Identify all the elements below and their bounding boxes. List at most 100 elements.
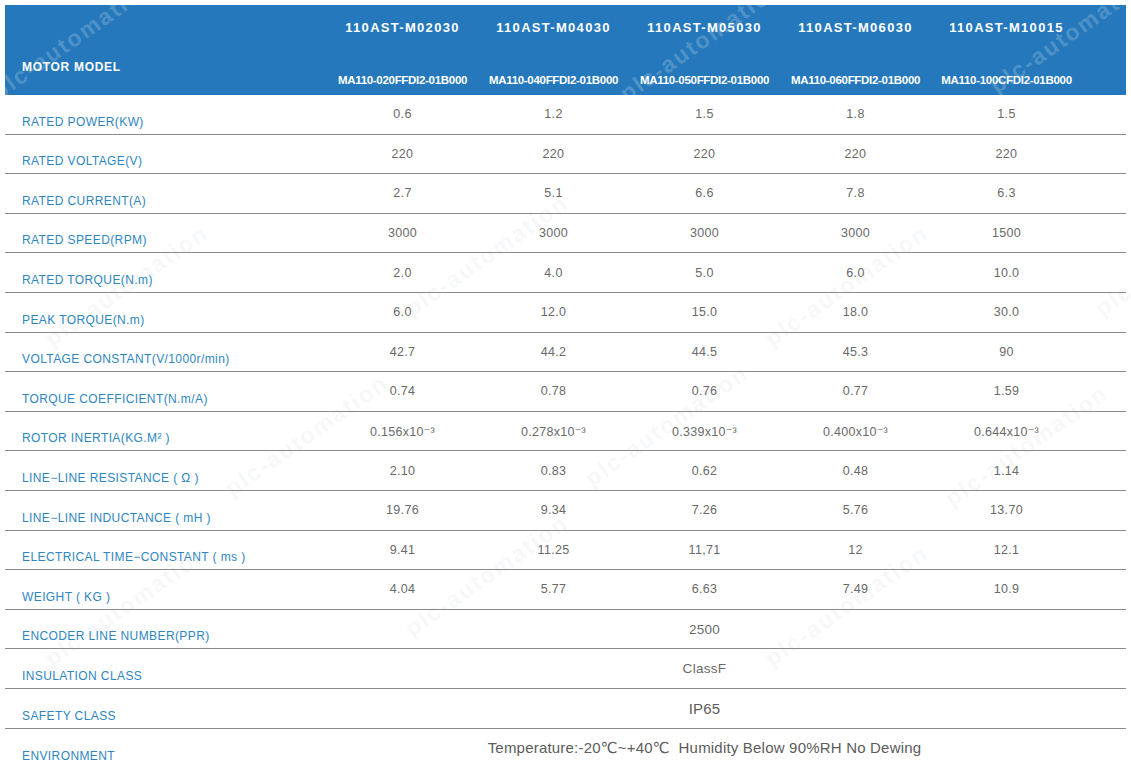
header-column: 110AST-M06030MA110-060FFDI2-01B000: [780, 5, 931, 95]
row-cells: 2.04.05.06.010.0: [327, 253, 1126, 292]
motor-model-header-label: MOTOR MODEL: [5, 5, 327, 95]
table-row: ELECTRICAL TIME−CONSTANT ( ms )9.4111.25…: [5, 531, 1126, 571]
row-label: RATED CURRENT(A): [5, 174, 327, 213]
cell-value: 11.25: [478, 543, 629, 557]
header-columns: 110AST-M02030MA110-020FFDI2-01B000110AST…: [327, 5, 1082, 95]
row-cells: 0.61.21.51.81.5: [327, 95, 1126, 134]
row-cells: ClassF: [327, 649, 1126, 688]
cell-value: 0.400x10⁻³: [780, 424, 931, 439]
cell-value: 6.6: [629, 186, 780, 200]
cell-value: 9.34: [478, 503, 629, 517]
model-name: 110AST-M10015: [931, 20, 1082, 35]
table-row: RATED VOLTAGE(V)220220220220220: [5, 135, 1126, 175]
row-cells: 19.769.347.265.7613.70: [327, 491, 1126, 530]
span-cell-value: IP65: [327, 700, 1082, 717]
cell-value: 220: [478, 147, 629, 161]
cell-value: 3000: [629, 226, 780, 240]
cell-value: 220: [327, 147, 478, 161]
table-row: ENCODER LINE NUMBER(PPR)2500: [5, 610, 1126, 650]
cell-value: 10.9: [931, 582, 1082, 596]
row-label: RATED SPEED(RPM): [5, 214, 327, 253]
cell-value: 0.83: [478, 464, 629, 478]
cell-value: 90: [931, 345, 1082, 359]
cell-value: 19.76: [327, 503, 478, 517]
cell-value: 18.0: [780, 305, 931, 319]
span-cell-value: ClassF: [327, 661, 1082, 676]
row-label: ROTOR INERTIA(KG.M² ): [5, 412, 327, 451]
table-row: ENVIRONMENTTemperature:-20℃~+40℃ Humidit…: [5, 729, 1126, 768]
row-cells: 6.012.015.018.030.0: [327, 293, 1126, 332]
row-cells: IP65: [327, 689, 1126, 728]
cell-value: 15.0: [629, 305, 780, 319]
row-cells: 30003000300030001500: [327, 214, 1126, 253]
table-row: RATED CURRENT(A)2.75.16.67.86.3: [5, 174, 1126, 214]
row-label: ELECTRICAL TIME−CONSTANT ( ms ): [5, 531, 327, 570]
row-label: INSULATION CLASS: [5, 649, 327, 688]
cell-value: 7.8: [780, 186, 931, 200]
span-cell-value: 2500: [327, 622, 1082, 637]
cell-value: 1.2: [478, 107, 629, 121]
table-row: RATED TORQUE(N.m)2.04.05.06.010.0: [5, 253, 1126, 293]
part-number: MA110-020FFDI2-01B000: [327, 74, 478, 86]
cell-value: 7.49: [780, 582, 931, 596]
cell-value: 0.77: [780, 384, 931, 398]
row-cells: 42.744.244.545.390: [327, 333, 1126, 372]
cell-value: 12.0: [478, 305, 629, 319]
row-cells: 0.740.780.760.771.59: [327, 372, 1126, 411]
model-name: 110AST-M02030: [327, 20, 478, 35]
cell-value: 1500: [931, 226, 1082, 240]
model-name: 110AST-M04030: [478, 20, 629, 35]
cell-value: 42.7: [327, 345, 478, 359]
cell-value: 10.0: [931, 266, 1082, 280]
cell-value: 0.644x10⁻³: [931, 424, 1082, 439]
cell-value: 6.0: [780, 266, 931, 280]
table-row: VOLTAGE CONSTANT(V/1000r/min)42.744.244.…: [5, 333, 1126, 373]
table-row: ROTOR INERTIA(KG.M² )0.156x10⁻³0.278x10⁻…: [5, 412, 1126, 452]
cell-value: 0.74: [327, 384, 478, 398]
cell-value: 4.0: [478, 266, 629, 280]
row-label: PEAK TORQUE(N.m): [5, 293, 327, 332]
table-row: TORQUE COEFFICIENT(N.m/A)0.740.780.760.7…: [5, 372, 1126, 412]
cell-value: 13.70: [931, 503, 1082, 517]
row-label: LINE−LINE INDUCTANCE ( mH ): [5, 491, 327, 530]
row-label: SAFETY CLASS: [5, 689, 327, 728]
table-row: RATED SPEED(RPM)30003000300030001500: [5, 214, 1126, 254]
header-column: 110AST-M10015MA110-100CFDI2-01B000: [931, 5, 1082, 95]
cell-value: 5.1: [478, 186, 629, 200]
cell-value: 1.14: [931, 464, 1082, 478]
cell-value: 12.1: [931, 543, 1082, 557]
table-row: WEIGHT ( KG )4.045.776.637.4910.9: [5, 570, 1126, 610]
cell-value: 1.5: [629, 107, 780, 121]
row-cells: 2.75.16.67.86.3: [327, 174, 1126, 213]
row-cells: Temperature:-20℃~+40℃ Humidity Below 90%…: [327, 729, 1126, 768]
row-label: VOLTAGE CONSTANT(V/1000r/min): [5, 333, 327, 372]
row-label: LINE−LINE RESISTANCE ( Ω ): [5, 451, 327, 490]
row-label: TORQUE COEFFICIENT(N.m/A): [5, 372, 327, 411]
row-label: ENVIRONMENT: [5, 729, 327, 768]
header-column: 110AST-M05030MA110-050FFDI2-01B000: [629, 5, 780, 95]
cell-value: 6.0: [327, 305, 478, 319]
part-number: MA110-050FFDI2-01B000: [629, 74, 780, 86]
cell-value: 5.76: [780, 503, 931, 517]
row-label: ENCODER LINE NUMBER(PPR): [5, 610, 327, 649]
cell-value: 0.278x10⁻³: [478, 424, 629, 439]
row-cells: 0.156x10⁻³0.278x10⁻³0.339x10⁻³0.400x10⁻³…: [327, 412, 1126, 451]
cell-value: 0.62: [629, 464, 780, 478]
table-row: LINE−LINE RESISTANCE ( Ω )2.100.830.620.…: [5, 451, 1126, 491]
cell-value: 1.8: [780, 107, 931, 121]
row-label: RATED POWER(KW): [5, 95, 327, 134]
row-cells: 4.045.776.637.4910.9: [327, 570, 1126, 609]
cell-value: 7.26: [629, 503, 780, 517]
part-number: MA110-040FFDI2-01B000: [478, 74, 629, 86]
cell-value: 0.76: [629, 384, 780, 398]
row-label: WEIGHT ( KG ): [5, 570, 327, 609]
cell-value: 2.0: [327, 266, 478, 280]
header-column: 110AST-M04030 MA110-040FFDI2-01B000: [478, 5, 629, 95]
cell-value: 3000: [478, 226, 629, 240]
cell-value: 45.3: [780, 345, 931, 359]
row-cells: 9.4111.2511,711212.1: [327, 531, 1126, 570]
cell-value: 44.5: [629, 345, 780, 359]
cell-value: 0.339x10⁻³: [629, 424, 780, 439]
row-cells: 2.100.830.620.481.14: [327, 451, 1126, 490]
cell-value: 44.2: [478, 345, 629, 359]
